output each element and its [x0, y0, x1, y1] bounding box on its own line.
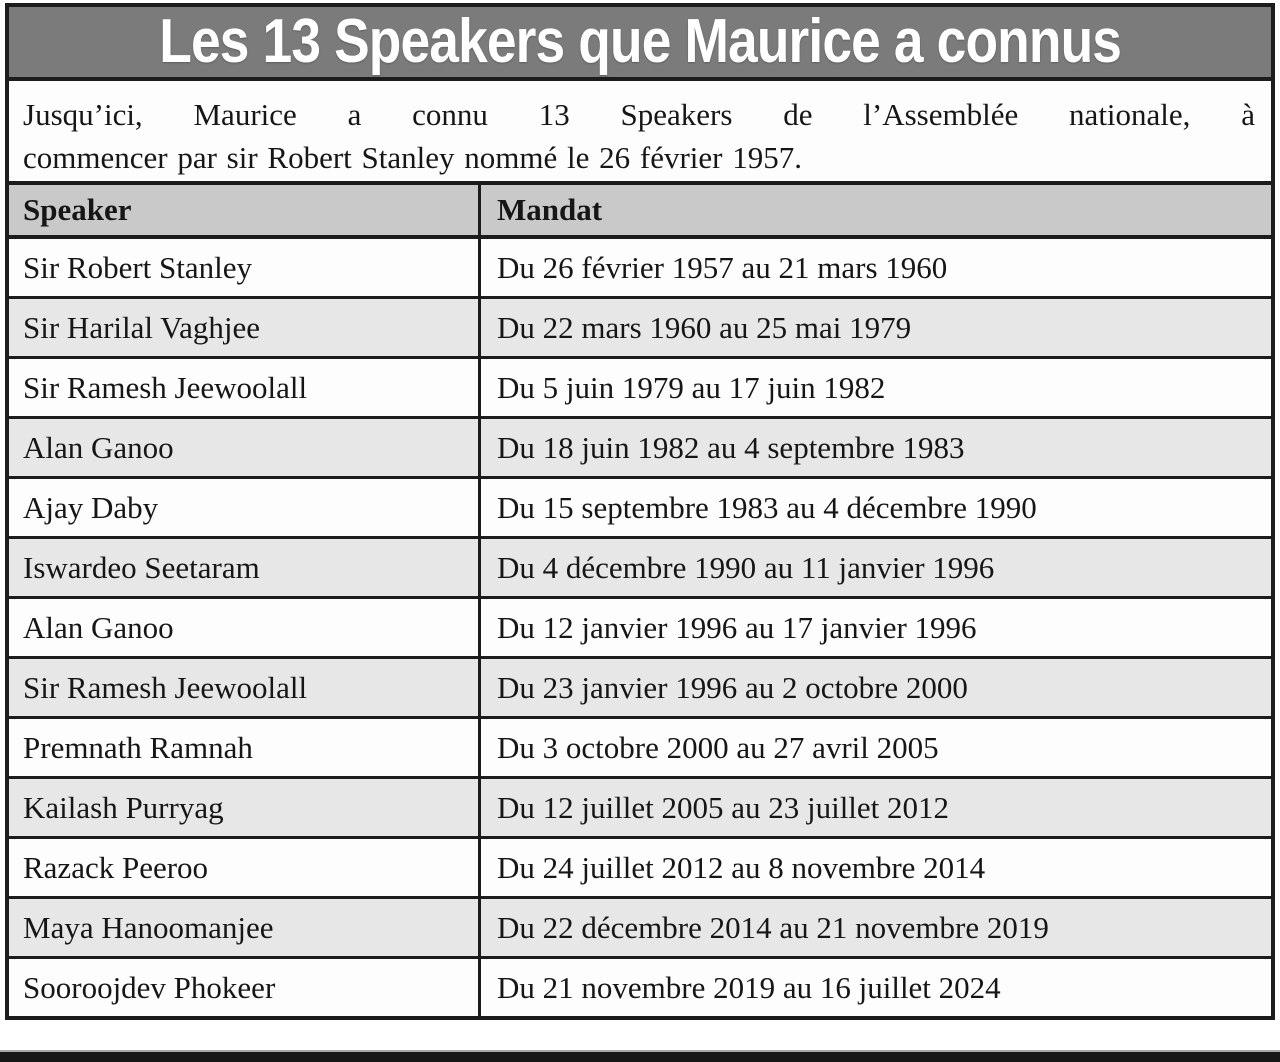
mandate-period-cell: Du 22 décembre 2014 au 21 novembre 2019 [497, 909, 1049, 945]
speaker-name-cell: Premnath Ramnah [9, 719, 481, 776]
page-title: Les 13 Speakers que Maurice a connus [159, 7, 1122, 76]
speaker-name-cell: Sir Ramesh Jeewoolall [9, 359, 481, 416]
bottom-rule [0, 1050, 1280, 1062]
column-header-mandat: Mandat [497, 192, 603, 227]
speaker-name-cell: Sir Harilal Vaghjee [9, 299, 481, 356]
table-row: Ajay Daby Du 15 septembre 1983 au 4 décem… [9, 479, 1271, 539]
mandate-period-cell: Du 21 novembre 2019 au 16 juillet 2024 [497, 969, 1001, 1005]
mandate-period-cell: Du 4 décembre 1990 au 11 janvier 1996 [497, 549, 995, 585]
speaker-name-cell: Iswardeo Seetaram [9, 539, 481, 596]
mandate-period-cell: Du 18 juin 1982 au 4 septembre 1983 [497, 429, 965, 465]
mandate-period-cell: Du 12 juillet 2005 au 23 juillet 2012 [497, 789, 950, 825]
speaker-name-cell: Sir Ramesh Jeewoolall [9, 659, 481, 716]
mandate-period-cell: Du 23 janvier 1996 au 2 octobre 2000 [497, 669, 968, 705]
table-row: Maya Hanoomanjee Du 22 décembre 2014 au 2… [9, 899, 1271, 959]
table-row: Sir Ramesh Jeewoolall Du 5 juin 1979 au 1… [9, 359, 1271, 419]
mandate-period-cell: Du 24 juillet 2012 au 8 novembre 2014 [497, 849, 986, 885]
speaker-name-cell: Ajay Daby [9, 479, 481, 536]
table-row: Sooroojdev Phokeer Du 21 novembre 2019 au… [9, 959, 1271, 1016]
speaker-name-cell: Sooroojdev Phokeer [9, 959, 481, 1016]
speaker-name-cell: Maya Hanoomanjee [9, 899, 481, 956]
speaker-name-cell: Sir Robert Stanley [9, 239, 481, 296]
mandate-period-cell: Du 3 octobre 2000 au 27 avril 2005 [497, 729, 939, 765]
column-header-speaker: Speaker [9, 185, 481, 235]
mandate-period-cell: Du 22 mars 1960 au 25 mai 1979 [497, 309, 912, 345]
intro-box: Jusqu’ici, Maurice a connu 13 Speakers d… [9, 81, 1271, 185]
table-row: Sir Harilal Vaghjee Du 22 mars 1960 au 25… [9, 299, 1271, 359]
mandate-period-cell: Du 15 septembre 1983 au 4 décembre 1990 [497, 489, 1037, 525]
mandate-period-cell: Du 26 février 1957 au 21 mars 1960 [497, 249, 948, 285]
table-row: Sir Ramesh Jeewoolall Du 23 janvier 1996 … [9, 659, 1271, 719]
table-row: Iswardeo Seetaram Du 4 décembre 1990 au 1… [9, 539, 1271, 599]
speakers-infographic: Les 13 Speakers que Maurice a connus Jus… [5, 3, 1275, 1020]
mandate-period-cell: Du 5 juin 1979 au 17 juin 1982 [497, 369, 886, 405]
table-row: Razack Peeroo Du 24 juillet 2012 au 8 nov… [9, 839, 1271, 899]
table-row: Kailash Purryag Du 12 juillet 2005 au 23 … [9, 779, 1271, 839]
speaker-name-cell: Razack Peeroo [9, 839, 481, 896]
speaker-name-cell: Alan Ganoo [9, 419, 481, 476]
table-body: Sir Robert Stanley Du 26 février 1957 au … [9, 239, 1271, 1016]
intro-text-line-2: commencer par sir Robert Stanley nommé l… [23, 140, 802, 175]
table-row: Alan Ganoo Du 12 janvier 1996 au 17 janvi… [9, 599, 1271, 659]
mandate-period-cell: Du 12 janvier 1996 au 17 janvier 1996 [497, 609, 977, 645]
table-header-row: Speaker Mandat [9, 185, 1271, 239]
table-row: Premnath Ramnah Du 3 octobre 2000 au 27 a… [9, 719, 1271, 779]
table-row: Alan Ganoo Du 18 juin 1982 au 4 septembre… [9, 419, 1271, 479]
intro-text-line-1: Jusqu’ici, Maurice a connu 13 Speakers d… [23, 97, 1255, 132]
table-row: Sir Robert Stanley Du 26 février 1957 au … [9, 239, 1271, 299]
speakers-table: Speaker Mandat Sir Robert Stanley Du 26 f… [9, 185, 1271, 1016]
title-banner: Les 13 Speakers que Maurice a connus [9, 7, 1271, 81]
speaker-name-cell: Kailash Purryag [9, 779, 481, 836]
speaker-name-cell: Alan Ganoo [9, 599, 481, 656]
